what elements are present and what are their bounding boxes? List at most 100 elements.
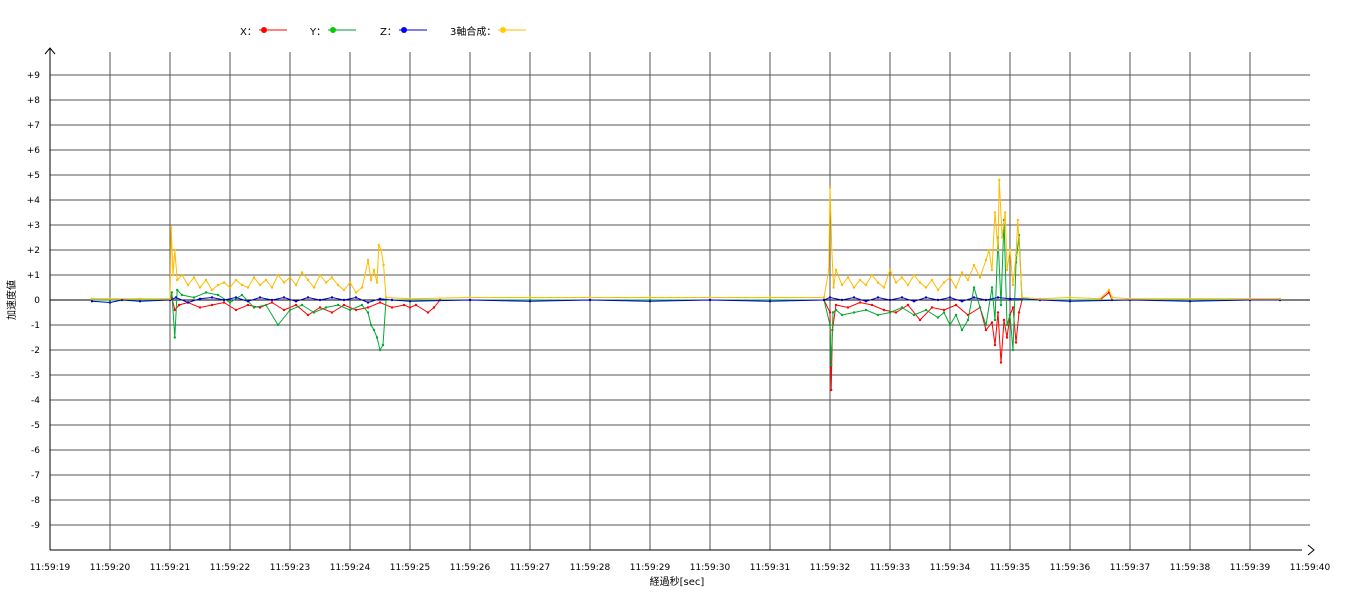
data-point	[840, 313, 844, 317]
tick-labels: 11:59:19 11:59:20 11:59:21 11:59:22 11:59:23…	[27, 71, 1331, 573]
data-point	[954, 313, 958, 317]
data-point	[318, 298, 322, 302]
data-point	[192, 276, 196, 279]
data-point	[1098, 297, 1102, 300]
series-Z	[90, 296, 1282, 304]
series-line	[92, 179, 1280, 300]
data-point	[1107, 288, 1111, 292]
data-point	[378, 297, 382, 300]
data-point	[258, 306, 262, 309]
data-point	[858, 301, 862, 304]
x-tick-label: 11:59:29	[630, 563, 671, 573]
y-axis-label: 加速度値	[5, 280, 18, 320]
data-point	[930, 306, 934, 309]
data-point	[1128, 297, 1132, 300]
data-point	[198, 306, 202, 309]
data-point	[258, 296, 262, 299]
x-tick-label: 11:59:39	[1230, 563, 1271, 573]
data-point	[408, 297, 412, 300]
data-point	[300, 303, 304, 307]
data-point	[216, 283, 220, 287]
y-tick-label: +9	[27, 71, 41, 81]
data-point	[408, 306, 412, 309]
data-point	[996, 311, 1000, 314]
chart-legend: X： Y： Z： 3軸合成：	[0, 20, 1350, 40]
x-tick-label: 11:59:30	[690, 563, 731, 573]
data-point	[864, 308, 868, 312]
x-tick-label: 11:59:31	[750, 563, 790, 573]
data-point	[588, 298, 592, 302]
data-point	[930, 278, 934, 282]
data-point	[588, 296, 592, 299]
data-point	[381, 343, 385, 347]
data-point	[258, 283, 262, 287]
data-point	[984, 328, 988, 332]
data-point	[414, 303, 418, 307]
data-point	[900, 296, 904, 299]
data-point	[176, 278, 179, 282]
data-point	[832, 286, 835, 289]
data-point	[174, 296, 178, 299]
data-point	[960, 271, 964, 274]
data-point	[978, 306, 982, 309]
data-point	[366, 306, 370, 309]
data-point	[912, 300, 916, 303]
data-point	[972, 296, 976, 299]
data-point	[306, 296, 310, 299]
data-point	[354, 308, 358, 312]
data-point	[246, 286, 250, 289]
legend-swatch-x	[258, 27, 287, 33]
data-point	[468, 298, 472, 302]
data-point	[828, 323, 832, 327]
data-point	[270, 286, 274, 289]
data-point	[377, 243, 380, 247]
data-point	[1038, 297, 1042, 300]
data-point	[120, 298, 124, 302]
legend-label-y: Y：	[310, 26, 327, 38]
data-point	[858, 278, 862, 282]
y-tick-label: -8	[31, 496, 40, 506]
data-point	[942, 281, 946, 284]
x-tick-label: 11:59:20	[90, 563, 131, 573]
data-point	[198, 286, 202, 289]
x-tick-label: 11:59:32	[810, 563, 850, 573]
data-point	[900, 306, 904, 309]
data-point	[330, 311, 334, 314]
data-point	[830, 363, 833, 367]
data-point	[993, 343, 997, 347]
data-point	[276, 273, 280, 277]
x-tick-label: 11:59:26	[450, 563, 491, 573]
data-point	[912, 313, 916, 317]
data-point	[294, 303, 298, 307]
data-point	[840, 298, 844, 302]
data-point	[831, 311, 835, 314]
data-point	[918, 318, 922, 322]
data-point	[294, 300, 298, 303]
data-point	[834, 268, 838, 272]
series-X	[90, 291, 1282, 392]
data-point	[876, 296, 880, 299]
data-point	[876, 281, 880, 284]
data-point	[768, 296, 772, 299]
data-point	[846, 306, 850, 309]
data-point	[270, 301, 274, 304]
legend-swatch-y	[328, 27, 357, 33]
data-point	[768, 300, 772, 303]
data-point	[999, 361, 1003, 364]
data-point	[894, 281, 898, 284]
x-tick-label: 11:59:40	[1290, 563, 1331, 573]
y-tick-label: -7	[31, 471, 40, 481]
data-point	[348, 308, 352, 312]
data-point	[912, 273, 916, 277]
data-point	[240, 293, 244, 297]
data-point	[822, 296, 826, 299]
data-point	[204, 278, 208, 282]
data-point	[984, 258, 988, 262]
data-point	[648, 300, 652, 303]
data-point	[1011, 306, 1015, 309]
data-point	[1014, 341, 1018, 344]
data-point	[827, 268, 830, 272]
axes	[44, 47, 1315, 556]
y-tick-label: +2	[27, 246, 40, 256]
